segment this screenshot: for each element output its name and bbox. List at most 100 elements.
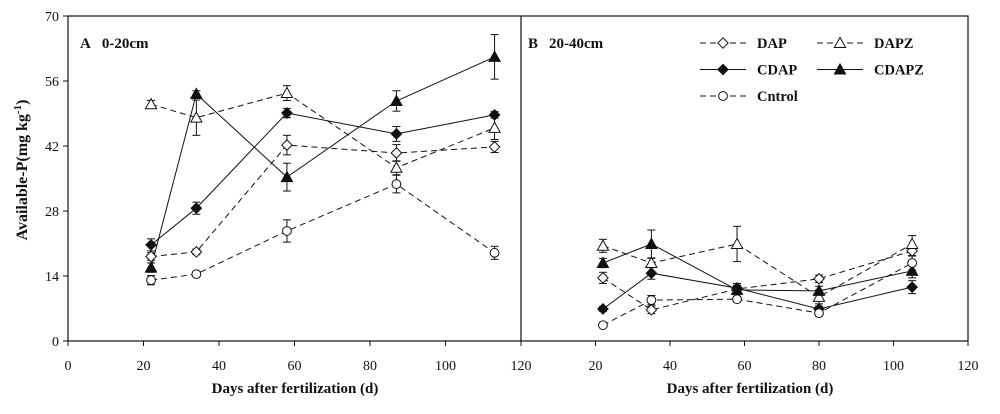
x-tick-label: 40 (212, 359, 226, 374)
data-point-dapz-panel-a (389, 161, 403, 173)
data-point-dap-panel-a (190, 245, 203, 258)
y-tick-label: 42 (45, 140, 59, 155)
panel-title-b: 20-40cm (549, 36, 604, 52)
data-point-dapz-panel-b (812, 290, 826, 302)
data-point-dap-panel-b (597, 271, 609, 284)
data-point-cdapz-panel-a (488, 50, 502, 62)
series-line-dapz-panel-b (602, 243, 913, 298)
x-tick-label: 20 (589, 359, 603, 374)
panel-heading-b: B 20-40cm (528, 36, 604, 52)
data-point-cdap-panel-b (906, 281, 919, 294)
legend-item-dap: DAP (700, 36, 787, 52)
panel-label-a: A (80, 36, 91, 52)
x-tick-label: 100 (435, 359, 456, 374)
y-tick-label: 14 (45, 270, 59, 285)
data-point-dapz-panel-a (280, 86, 294, 99)
x-tick-label: 120 (511, 359, 532, 374)
legend-item-cntrol: Cntrol (700, 89, 798, 105)
legend: DAP DAPZ CDAP CDAPZ Cntrol (700, 36, 924, 105)
data-point-dap-panel-b (645, 303, 658, 316)
data-point-cdapz-panel-a (389, 94, 403, 106)
data-point-cdapz-panel-b (905, 264, 919, 276)
panel-label-b: B (528, 36, 538, 52)
data-point-cntrol-panel-b (598, 320, 608, 331)
data-point-cdapz-panel-b (644, 237, 658, 249)
x-axis-label-a: Days after fertilization (d) (212, 381, 379, 397)
legend-marker-cdapz (833, 62, 847, 75)
legend-marker-cdap (717, 63, 729, 76)
x-tick-label: 60 (738, 359, 752, 374)
data-point-cdap-panel-a (390, 128, 403, 140)
data-point-cdap-panel-a (145, 238, 157, 251)
data-point-cntrol-panel-a (191, 269, 202, 280)
data-points-panel-a (144, 50, 502, 286)
panel-title-a: 0-20cm (102, 36, 149, 52)
y-tick-label: 28 (45, 205, 59, 220)
plot-frame (67, 15, 969, 342)
data-point-cntrol-panel-b (646, 295, 657, 306)
data-point-cntrol-panel-b (907, 258, 918, 268)
data-point-cdapz-panel-a (189, 87, 203, 99)
y-axis-label-suffix: ) (14, 100, 31, 105)
x-tick-label: 80 (363, 359, 377, 374)
data-point-dapz-panel-a (144, 97, 158, 110)
data-point-cntrol-panel-a (146, 275, 156, 286)
data-point-dapz-panel-b (905, 237, 919, 249)
axes-ticks: 0 14 28 42 56 70 0 20 40 60 80 100 120 20 40 60 80 100 120 (45, 10, 979, 374)
panel-heading-a: A 0-20cm (80, 36, 149, 52)
legend-marker-dapz (833, 36, 847, 48)
data-point-dapz-panel-b (596, 239, 610, 251)
data-point-cdap-panel-a (281, 107, 293, 119)
x-tick-label: 20 (137, 359, 151, 374)
series-lines-panel-a (150, 56, 495, 281)
data-points-panel-b (596, 237, 919, 331)
data-point-dapz-panel-a (488, 121, 502, 133)
legend-item-cdapz: CDAPZ (817, 63, 924, 79)
series-line-dapz-panel-a (150, 92, 495, 169)
y-tick-label: 0 (52, 335, 59, 350)
data-point-cdap-panel-a (190, 202, 203, 215)
x-tick-label: 80 (812, 359, 826, 374)
x-tick-label: 0 (65, 359, 72, 374)
data-point-cdap-panel-b (645, 267, 658, 280)
legend-label-dap: DAP (757, 36, 787, 52)
series-line-dap-panel-a (151, 144, 495, 257)
legend-label-cdapz: CDAPZ (874, 63, 924, 79)
data-point-cdapz-panel-b (812, 284, 826, 296)
x-axis-label-b: Days after fertilization (d) (667, 381, 834, 397)
legend-label-dapz: DAPZ (874, 36, 913, 52)
x-tick-label: 40 (663, 359, 677, 374)
data-point-dap-panel-a (488, 141, 501, 153)
legend-marker-cntrol (718, 91, 728, 101)
legend-label-cntrol: Cntrol (757, 89, 798, 105)
data-marks (144, 34, 919, 331)
data-point-cntrol-panel-a (489, 247, 500, 258)
x-tick-label: 60 (288, 359, 302, 374)
y-tick-label: 70 (45, 10, 59, 25)
y-axis-label-superscript: -1 (12, 105, 24, 114)
data-point-dapz-panel-a (189, 111, 203, 123)
data-point-dap-panel-a (281, 139, 293, 151)
data-point-cdap-panel-b (597, 303, 609, 315)
x-tick-label: 120 (958, 359, 979, 374)
data-point-cdap-panel-a (488, 108, 501, 121)
data-point-dap-panel-b (813, 272, 825, 285)
data-point-dapz-panel-b (730, 237, 744, 249)
x-tick-label: 100 (883, 359, 904, 374)
y-axis-label: Available-P(mg kg-1) (12, 100, 31, 241)
legend-item-dapz: DAPZ (817, 36, 913, 52)
data-point-cntrol-panel-a (391, 179, 402, 189)
legend-label-cdap: CDAP (757, 63, 797, 79)
data-point-cdapz-panel-b (596, 256, 610, 268)
data-point-dap-panel-a (390, 147, 403, 159)
data-point-cntrol-panel-b (732, 294, 742, 305)
series-line-cdapz-panel-a (150, 56, 495, 268)
y-tick-label: 56 (45, 75, 59, 90)
series-line-cdap-panel-a (150, 112, 495, 246)
legend-item-cdap: CDAP (700, 63, 797, 79)
legend-marker-dap (717, 37, 729, 49)
y-axis-label-text: Available-P(mg kg (14, 114, 31, 240)
data-point-cdapz-panel-a (280, 170, 294, 183)
series-line-cntrol-panel-a (151, 183, 495, 281)
